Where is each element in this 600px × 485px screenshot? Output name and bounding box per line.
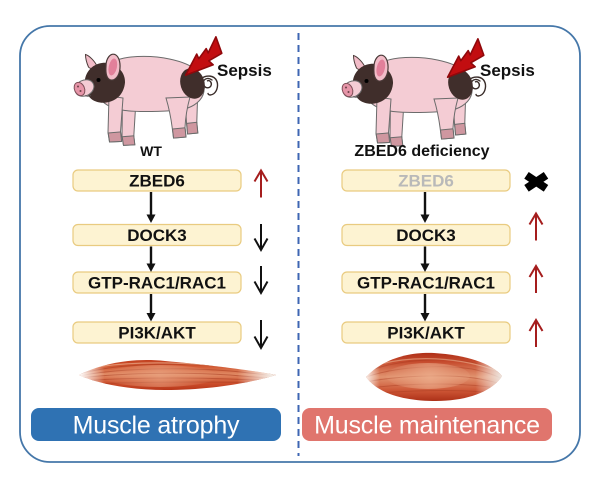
- svg-text:ZBED6: ZBED6: [129, 172, 185, 191]
- svg-text:DOCK3: DOCK3: [127, 226, 187, 245]
- svg-text:PI3K/AKT: PI3K/AKT: [387, 324, 465, 343]
- svg-text:Muscle maintenance: Muscle maintenance: [314, 412, 540, 440]
- svg-text:Muscle atrophy: Muscle atrophy: [73, 412, 240, 440]
- svg-text:ZBED6: ZBED6: [398, 172, 454, 191]
- svg-text:Sepsis: Sepsis: [480, 61, 535, 80]
- svg-text:GTP-RAC1/RAC1: GTP-RAC1/RAC1: [357, 274, 495, 293]
- svg-text:ZBED6 deficiency: ZBED6 deficiency: [354, 143, 489, 160]
- svg-text:Sepsis: Sepsis: [217, 61, 272, 80]
- svg-text:DOCK3: DOCK3: [396, 226, 456, 245]
- svg-text:PI3K/AKT: PI3K/AKT: [118, 324, 196, 343]
- svg-text:WT: WT: [140, 143, 162, 159]
- svg-text:GTP-RAC1/RAC1: GTP-RAC1/RAC1: [88, 274, 226, 293]
